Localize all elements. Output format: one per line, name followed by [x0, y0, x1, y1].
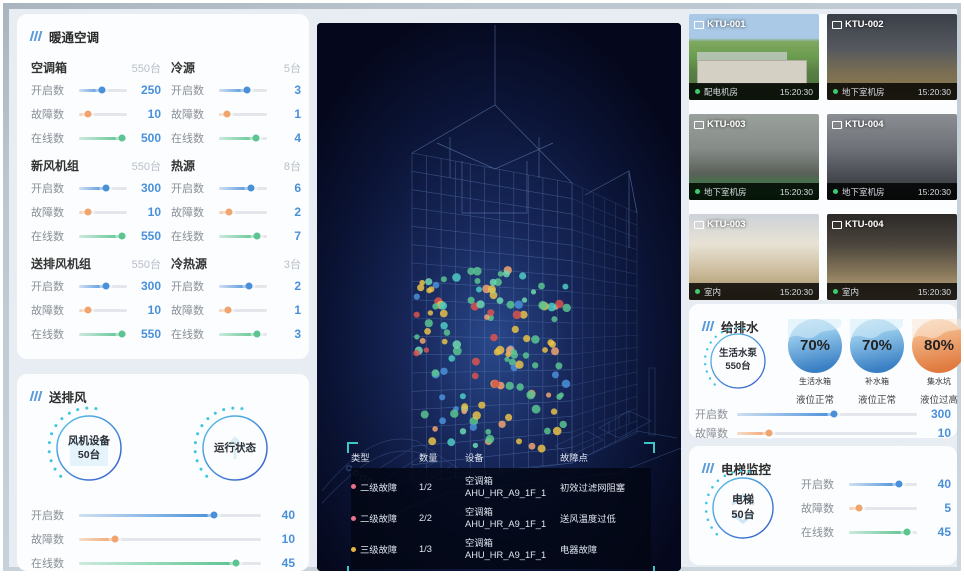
svg-text:70%: 70% [800, 337, 830, 354]
svg-text:80%: 80% [924, 337, 954, 354]
svg-text:70%: 70% [862, 337, 892, 354]
